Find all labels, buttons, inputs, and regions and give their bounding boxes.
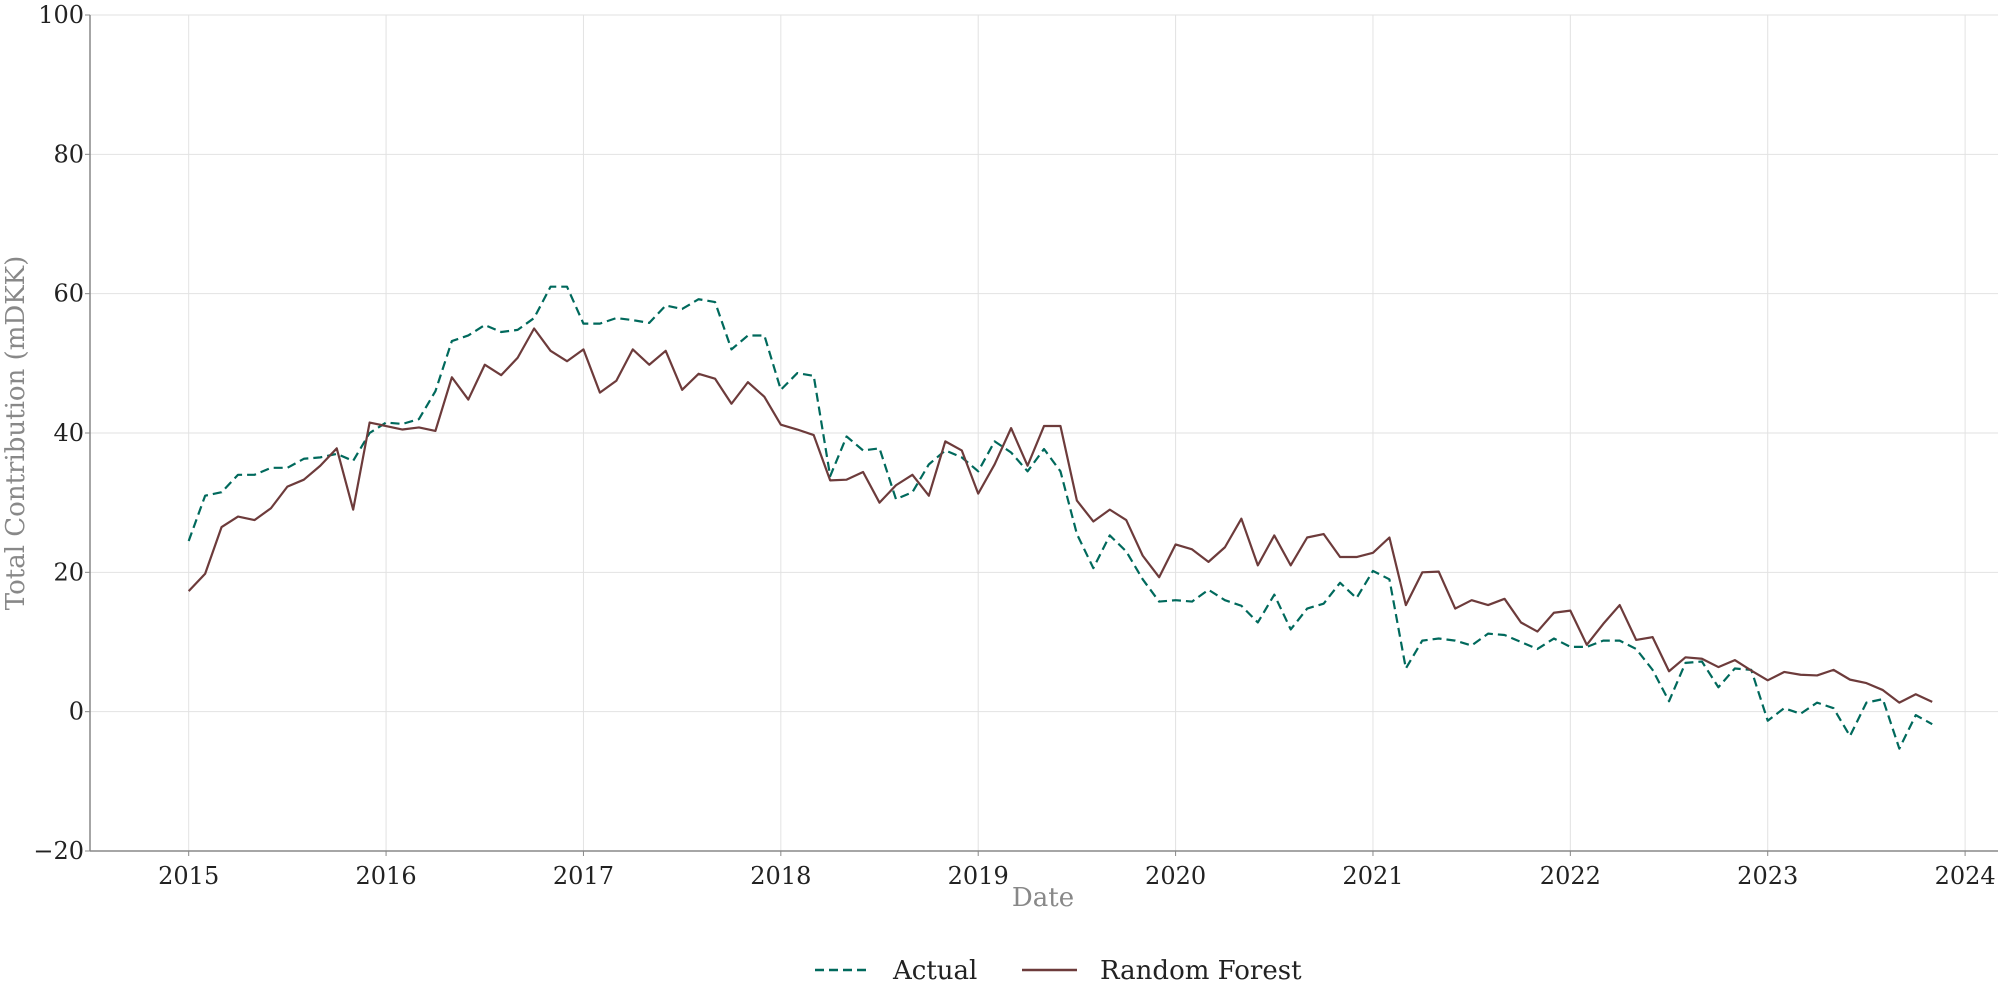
x-tick-label: 2015	[158, 862, 219, 890]
y-tick-label: 40	[53, 419, 84, 447]
y-tick-label: 60	[53, 280, 84, 308]
grid	[90, 14, 1998, 852]
x-tick-labels: 2015 2016 2017 2018 2019 2020 2021 2022 2023 2024	[158, 851, 1996, 890]
legend-label-actual: Actual	[892, 956, 977, 986]
series-line-actual	[187, 285, 1933, 750]
x-tick-label: 2023	[1737, 862, 1798, 890]
x-axis-title: Date	[1012, 883, 1074, 913]
y-axis-title: Total Contribution (mDKK)	[1, 256, 31, 610]
y-tick-label: 0	[69, 698, 84, 726]
x-tick-label: 2021	[1342, 862, 1403, 890]
y-tick-labels: −20 0 20 40 60 80 100	[33, 1, 90, 865]
x-tick-label: 2024	[1935, 862, 1996, 890]
x-tick-label: 2022	[1540, 862, 1601, 890]
y-tick-label: 20	[53, 558, 84, 586]
series-lines	[187, 285, 1933, 750]
legend: Actual Random Forest	[815, 956, 1302, 986]
x-tick-label: 2018	[750, 862, 811, 890]
legend-label-random-forest: Random Forest	[1100, 956, 1302, 986]
series-line-random-forest	[187, 327, 1933, 704]
x-tick-label: 2016	[356, 862, 417, 890]
x-tick-label: 2019	[948, 862, 1009, 890]
x-tick-label: 2020	[1145, 862, 1206, 890]
x-tick-label: 2017	[553, 862, 614, 890]
y-tick-label: 80	[53, 140, 84, 168]
y-tick-label: 100	[38, 1, 84, 29]
y-tick-label: −20	[33, 837, 84, 865]
